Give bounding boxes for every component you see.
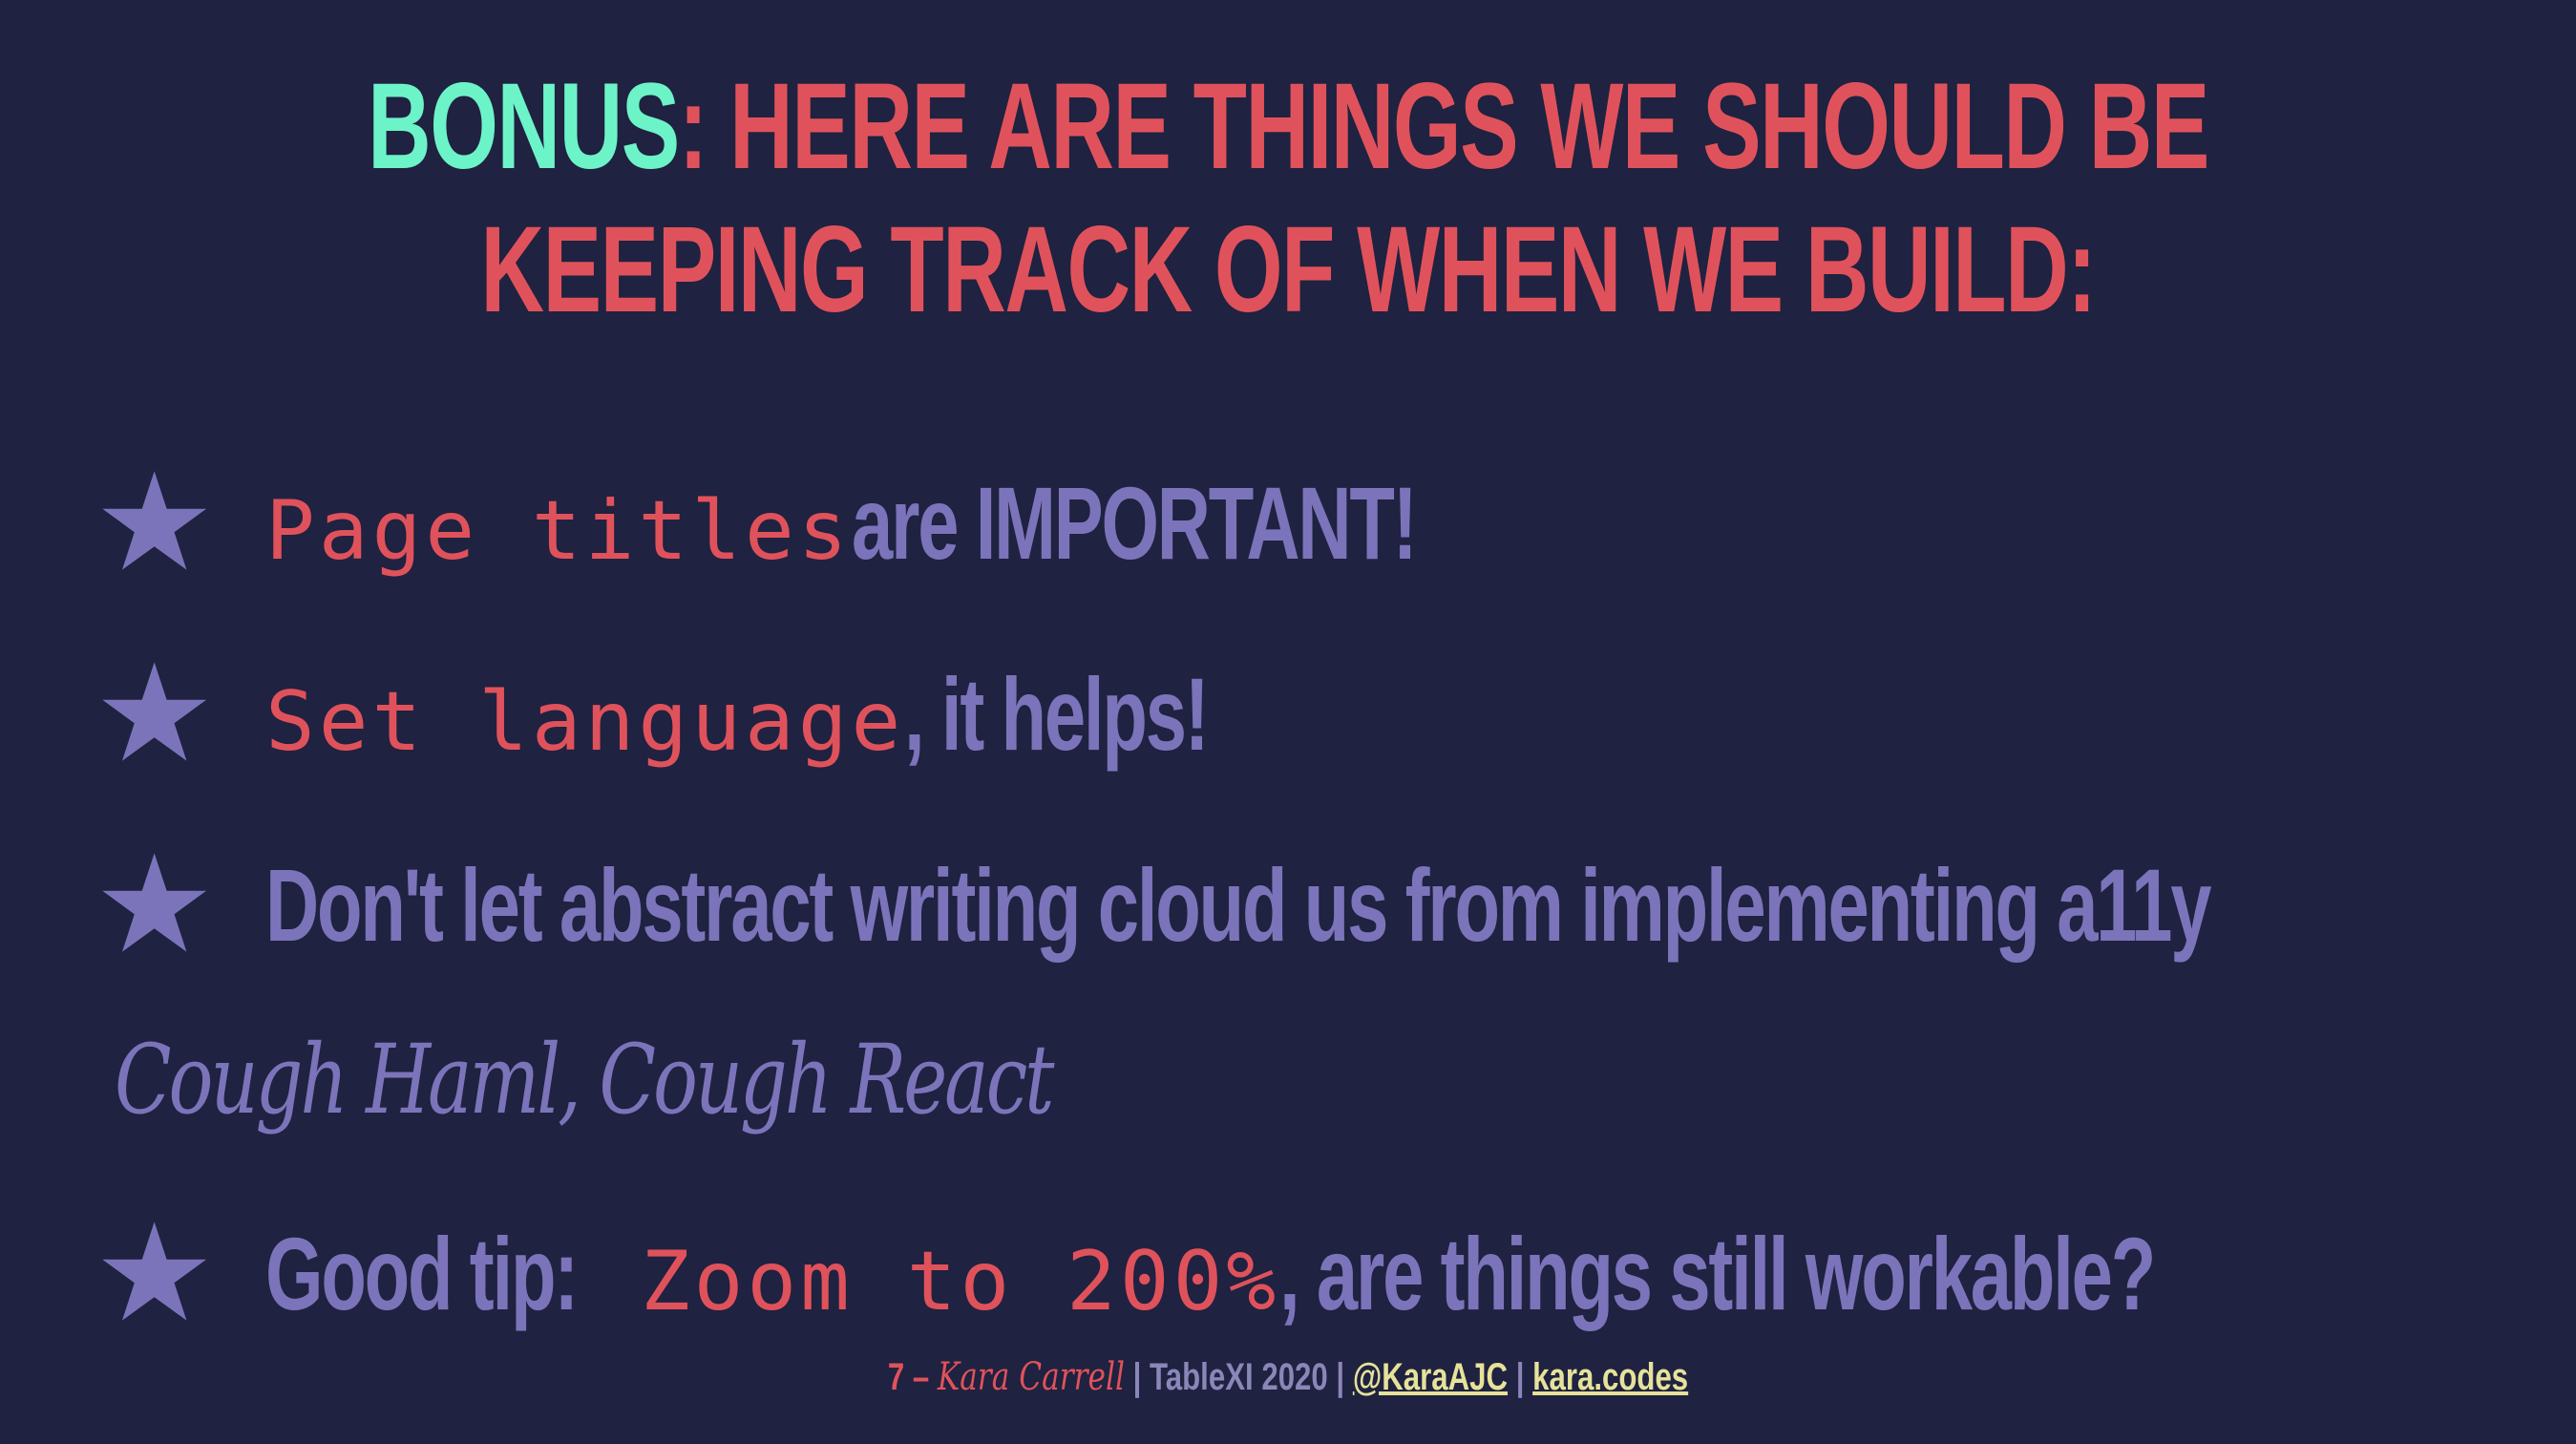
bullet-4-label: , are things still workable? — [1279, 1216, 2156, 1331]
bullet-3-label: Don't let abstract writing cloud us from… — [265, 847, 2211, 963]
footer-event: TableXI 2020 — [1150, 1356, 1328, 1398]
title-colon: : — [678, 58, 708, 195]
bullet-2-label: , it helps! — [904, 656, 1210, 772]
star-icon: ★ — [94, 444, 216, 602]
title-accent: BONUS — [368, 58, 680, 195]
bullet-2-text: Set language, it helps! — [265, 648, 1325, 781]
title-line-1-rest: HERE ARE THINGS WE SHOULD BE — [707, 58, 2209, 195]
star-icon: ★ — [94, 635, 216, 793]
bullet-item-2: ★ Set language, it helps! — [0, 635, 2576, 793]
footer-separator: | — [1124, 1356, 1151, 1398]
bullet-item-3: ★ Don't let abstract writing cloud us fr… — [0, 826, 2576, 984]
website-link[interactable]: kara.codes — [1532, 1356, 1689, 1398]
slide-title: BONUS: HERE ARE THINGS WE SHOULD BE KEEP… — [361, 55, 2216, 342]
title-line-2: KEEPING TRACK OF WHEN WE BUILD: — [480, 202, 2097, 338]
bullet-item-4: ★ Good tip: Zoom to 200%, are things sti… — [0, 1195, 2576, 1352]
star-icon: ★ — [94, 1195, 216, 1352]
slide-footer: 7 – Kara Carrell | TableXI 2020 | @KaraA… — [284, 1348, 2292, 1406]
bullet-1-code: Page titles — [265, 483, 852, 579]
bullet-4-text: Good tip: Zoom to 200%, are things still… — [265, 1207, 2495, 1341]
bullet-1-text: Page titles are IMPORTANT! — [265, 457, 1635, 590]
bullet-2-code: Set language — [265, 674, 905, 770]
title-line-1: BONUS: HERE ARE THINGS WE SHOULD BE — [361, 55, 2216, 199]
bullet-4-lead: Good tip: — [265, 1216, 579, 1331]
bullet-item-1: ★ Page titles are IMPORTANT! — [0, 444, 2576, 602]
bullet-4-code: Zoom to 200% — [640, 1234, 1280, 1329]
page-number: 7 — [887, 1356, 905, 1398]
footer-separator: | — [1508, 1356, 1533, 1398]
footer-author: Kara Carrell — [937, 1355, 1125, 1399]
bullet-1-label: are IMPORTANT! — [851, 465, 1418, 581]
footer-dash: – — [904, 1356, 938, 1398]
star-icon: ★ — [94, 826, 216, 984]
aside-note: Cough Haml, Cough React — [115, 1024, 1054, 1136]
footer-separator: | — [1327, 1356, 1353, 1398]
bullet-3-text: Don't let abstract writing cloud us from… — [265, 839, 2576, 972]
twitter-link[interactable]: @KaraAJC — [1352, 1356, 1509, 1398]
